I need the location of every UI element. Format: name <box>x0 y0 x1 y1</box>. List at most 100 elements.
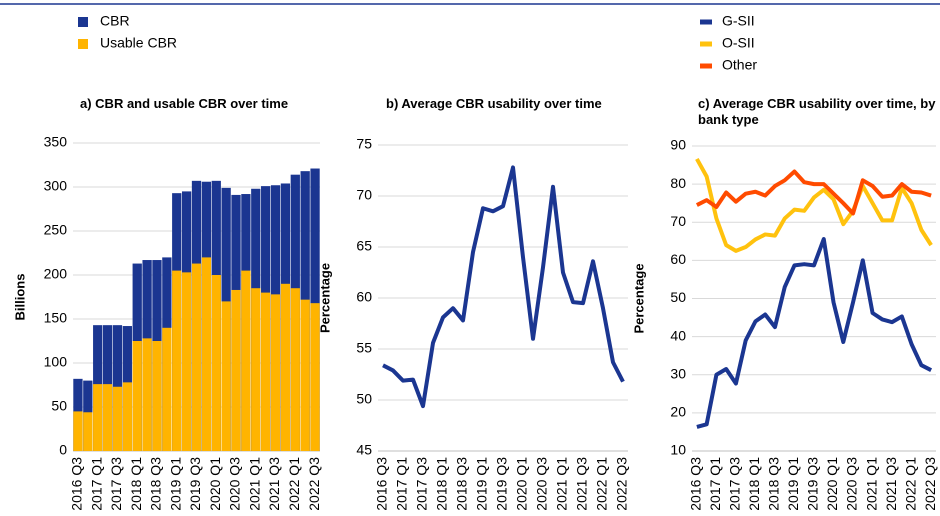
x-tick-label: 2019 Q3 <box>494 457 510 511</box>
bar <box>162 327 172 451</box>
x-tick-label: 2018 Q3 <box>454 457 470 511</box>
y-axis-label: Percentage <box>317 263 332 333</box>
y-tick-label: 70 <box>670 213 686 229</box>
bar <box>211 275 221 451</box>
bar <box>221 301 231 451</box>
y-axis-label: Billions <box>12 274 27 321</box>
x-tick-label: 2020 Q1 <box>824 457 840 511</box>
y-tick-label: 250 <box>44 222 68 238</box>
bar <box>280 283 291 451</box>
line <box>382 165 625 409</box>
bar <box>241 270 251 451</box>
bar <box>132 341 142 451</box>
x-tick-label: 2016 Q3 <box>374 457 390 511</box>
legend-swatch <box>78 17 88 27</box>
legend-swatch <box>78 39 88 49</box>
bar <box>93 384 103 451</box>
y-axis-label: Percentage <box>631 263 646 333</box>
x-tick-label: 2019 Q3 <box>805 457 821 511</box>
y-tick-label: 50 <box>356 391 372 407</box>
bar <box>270 294 281 451</box>
x-tick-label: 2017 Q1 <box>88 457 104 511</box>
bar <box>231 289 241 451</box>
x-tick-label: 2021 Q1 <box>554 457 570 511</box>
line <box>696 237 933 429</box>
line <box>695 169 932 216</box>
bar <box>201 257 212 451</box>
y-tick-label: 45 <box>356 442 372 458</box>
y-tick-label: 60 <box>356 289 372 305</box>
bar <box>73 411 83 451</box>
x-tick-label: 2019 Q1 <box>474 457 490 511</box>
y-tick-label: 200 <box>44 266 68 282</box>
x-tick-label: 2022 Q1 <box>594 457 610 511</box>
x-tick-label: 2016 Q3 <box>688 457 704 511</box>
x-tick-label: 2018 Q1 <box>128 457 144 511</box>
x-tick-label: 2022 Q1 <box>902 457 918 511</box>
y-tick-label: 350 <box>44 134 68 150</box>
x-tick-label: 2022 Q3 <box>306 457 322 511</box>
y-tick-label: 55 <box>356 340 372 356</box>
bar <box>300 299 310 451</box>
bar <box>112 386 123 451</box>
x-tick-label: 2021 Q3 <box>574 457 590 511</box>
bar <box>102 384 113 451</box>
x-tick-label: 2019 Q1 <box>167 457 183 511</box>
x-tick-label: 2018 Q1 <box>434 457 450 511</box>
x-tick-label: 2020 Q3 <box>844 457 860 511</box>
panel-title: c) Average CBR usability over time, by b… <box>698 96 936 127</box>
x-tick-label: 2020 Q3 <box>227 457 243 511</box>
x-tick-label: 2022 Q3 <box>614 457 630 511</box>
x-tick-label: 2018 Q1 <box>746 457 762 511</box>
legend-label: Usable CBR <box>100 35 177 51</box>
panel-title: a) CBR and usable CBR over time <box>80 96 289 111</box>
y-tick-label: 60 <box>670 251 686 267</box>
bar <box>290 288 300 451</box>
legend-label: CBR <box>100 13 130 29</box>
bar <box>181 272 192 451</box>
y-tick-label: 80 <box>670 175 686 191</box>
y-tick-label: 75 <box>356 136 372 152</box>
x-tick-label: 2016 Q3 <box>69 457 85 511</box>
bar <box>122 382 132 451</box>
y-tick-label: 150 <box>44 310 68 326</box>
x-tick-label: 2017 Q3 <box>727 457 743 511</box>
bar <box>152 341 162 451</box>
y-tick-label: 40 <box>670 327 686 343</box>
x-tick-label: 2017 Q3 <box>108 457 124 511</box>
y-tick-label: 50 <box>670 289 686 305</box>
x-tick-label: 2017 Q1 <box>707 457 723 511</box>
y-tick-label: 300 <box>44 178 68 194</box>
bar <box>261 292 271 451</box>
x-tick-label: 2021 Q1 <box>863 457 879 511</box>
legend-label: O-SII <box>722 35 755 51</box>
bar <box>142 338 152 451</box>
x-tick-label: 2020 Q3 <box>534 457 550 511</box>
y-tick-label: 65 <box>356 238 372 254</box>
y-tick-label: 90 <box>670 137 686 153</box>
bar <box>310 303 320 451</box>
bar <box>83 412 93 451</box>
x-tick-label: 2021 Q3 <box>883 457 899 511</box>
y-tick-label: 50 <box>51 398 67 414</box>
x-tick-label: 2017 Q3 <box>414 457 430 511</box>
x-tick-label: 2022 Q3 <box>922 457 938 511</box>
x-tick-label: 2018 Q3 <box>766 457 782 511</box>
bar <box>172 270 182 451</box>
x-tick-label: 2019 Q3 <box>187 457 203 511</box>
x-tick-label: 2017 Q1 <box>394 457 410 511</box>
y-tick-label: 30 <box>670 365 686 381</box>
legend-label: Other <box>722 57 757 73</box>
y-tick-label: 20 <box>670 404 686 420</box>
x-tick-label: 2022 Q1 <box>286 457 302 511</box>
bar <box>191 263 202 451</box>
bar <box>251 288 261 451</box>
y-tick-label: 100 <box>44 354 68 370</box>
x-tick-label: 2021 Q3 <box>266 457 282 511</box>
panel-title: b) Average CBR usability over time <box>386 96 602 111</box>
x-tick-label: 2020 Q1 <box>514 457 530 511</box>
y-tick-label: 0 <box>59 442 67 458</box>
x-tick-label: 2019 Q1 <box>785 457 801 511</box>
